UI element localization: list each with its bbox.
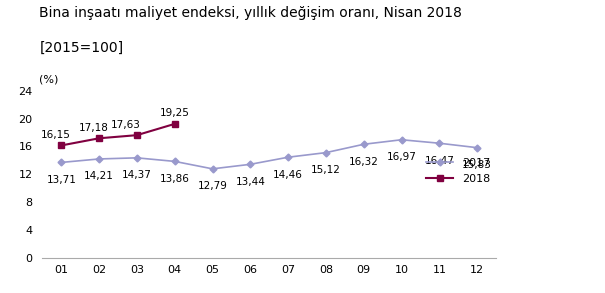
Text: 16,32: 16,32	[349, 157, 379, 167]
Text: 19,25: 19,25	[160, 108, 189, 118]
Text: [2015=100]: [2015=100]	[39, 41, 123, 55]
2018	[171, 122, 178, 126]
Text: 16,15: 16,15	[41, 130, 71, 140]
Text: 12,79: 12,79	[198, 181, 227, 191]
Text: 14,21: 14,21	[84, 171, 114, 181]
2017	[398, 138, 405, 142]
2017	[133, 156, 140, 160]
2017	[474, 146, 481, 149]
2017	[96, 157, 103, 161]
Text: 16,47: 16,47	[425, 156, 454, 166]
2018	[133, 133, 140, 137]
Text: 13,44: 13,44	[235, 177, 265, 187]
2017	[209, 167, 216, 171]
2018	[96, 137, 103, 140]
Text: 15,12: 15,12	[311, 165, 341, 175]
Text: Bina inşaatı maliyet endeksi, yıllık değişim oranı, Nisan 2018: Bina inşaatı maliyet endeksi, yıllık değ…	[39, 6, 462, 20]
Line: 2017: 2017	[59, 137, 480, 171]
2017	[436, 142, 443, 145]
Text: 17,18: 17,18	[79, 123, 108, 133]
Text: 17,63: 17,63	[111, 120, 141, 130]
Legend: 2017, 2018: 2017, 2018	[426, 158, 491, 184]
2017	[57, 161, 65, 164]
Text: 16,97: 16,97	[387, 152, 416, 162]
2017	[247, 163, 254, 166]
Line: 2018: 2018	[59, 121, 177, 148]
Text: 14,37: 14,37	[122, 170, 152, 180]
Text: 13,71: 13,71	[47, 175, 76, 185]
2017	[360, 142, 367, 146]
Text: 15,83: 15,83	[462, 160, 492, 170]
2017	[284, 156, 292, 159]
2017	[171, 160, 178, 163]
Text: (%): (%)	[39, 75, 59, 85]
Text: 13,86: 13,86	[160, 174, 189, 184]
2017	[322, 151, 330, 154]
Text: 14,46: 14,46	[273, 170, 303, 180]
2018	[57, 144, 65, 147]
